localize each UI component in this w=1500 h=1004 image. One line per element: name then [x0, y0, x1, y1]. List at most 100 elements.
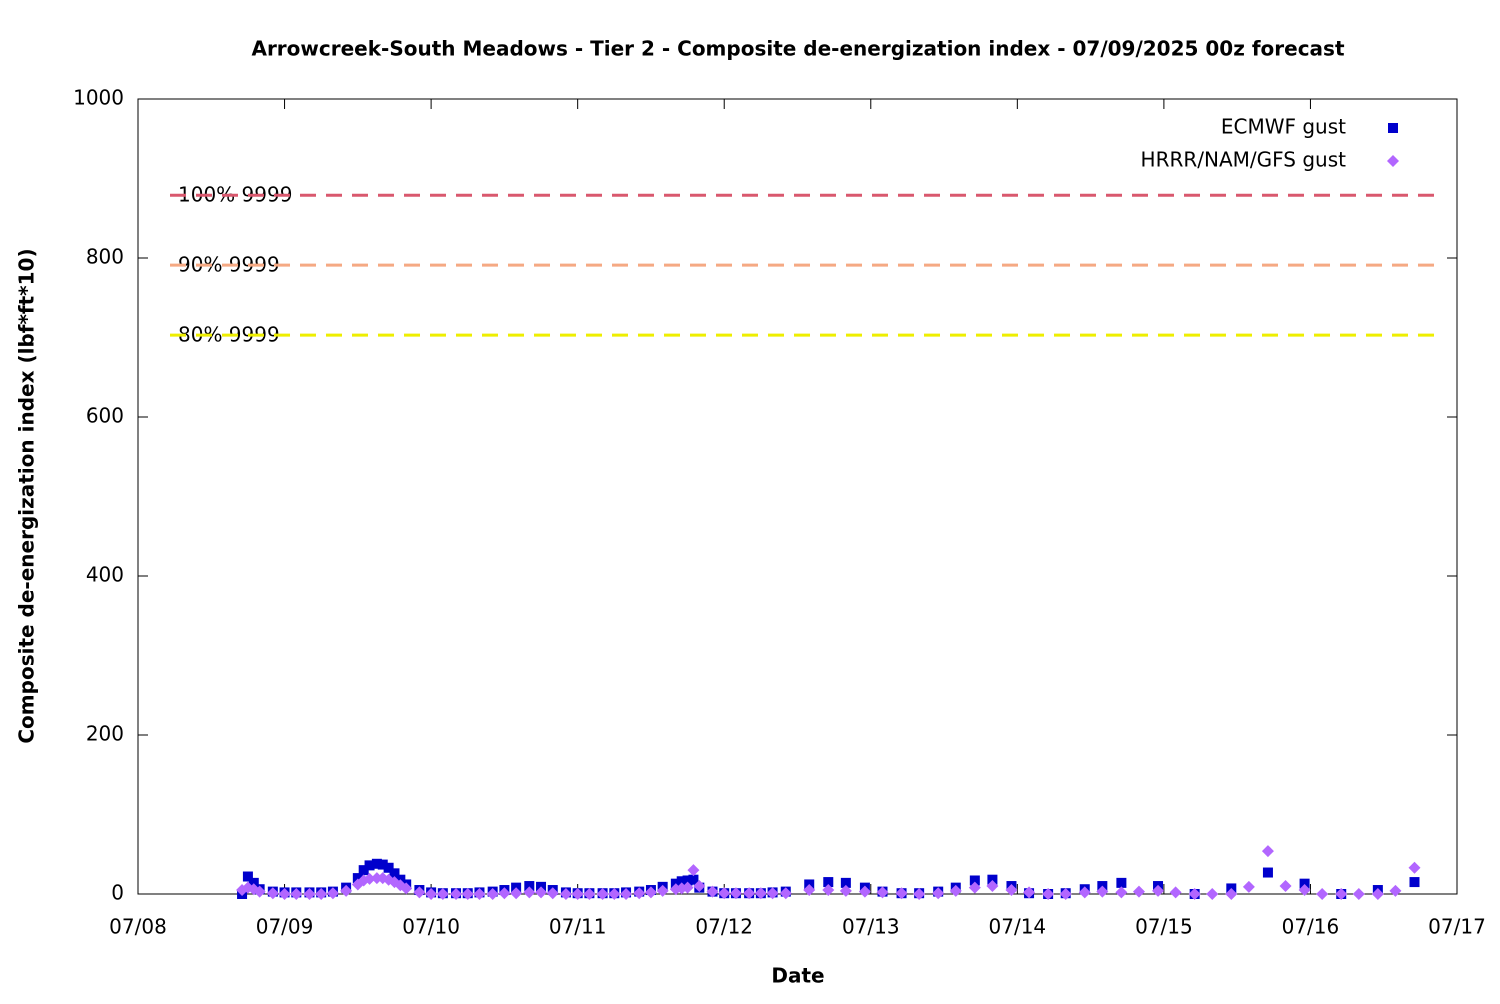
- y-tick-label: 1000: [73, 86, 124, 110]
- data-point: [571, 888, 584, 900]
- data-point: [559, 888, 572, 900]
- data-point: [876, 886, 889, 899]
- y-tick-label: 400: [86, 563, 124, 587]
- data-point: [687, 864, 700, 877]
- x-tick-label: 07/12: [695, 915, 753, 939]
- data-point: [461, 888, 474, 900]
- data-point: [1023, 886, 1036, 899]
- data-point: [290, 888, 303, 900]
- data-point: [498, 887, 511, 900]
- data-point: [383, 862, 394, 873]
- legend-label: ECMWF gust: [1221, 115, 1346, 139]
- data-point: [326, 887, 339, 900]
- data-point: [363, 872, 376, 885]
- data-point: [620, 888, 633, 900]
- data-point: [1188, 888, 1201, 900]
- data-point: [1409, 877, 1420, 888]
- data-point: [858, 885, 871, 898]
- data-point: [1242, 880, 1255, 893]
- data-point: [987, 874, 998, 885]
- x-tick-label: 07/11: [549, 915, 607, 939]
- data-point: [247, 883, 260, 896]
- data-point: [253, 885, 266, 898]
- x-tick-label: 07/16: [1282, 915, 1340, 939]
- data-point: [524, 881, 535, 892]
- data-point: [1169, 886, 1182, 899]
- data-point: [425, 888, 438, 900]
- data-point: [779, 887, 792, 900]
- data-point: [656, 884, 669, 897]
- data-point: [969, 875, 980, 886]
- data-point: [371, 858, 382, 869]
- legend-marker: [1388, 123, 1398, 133]
- data-point: [766, 887, 779, 900]
- data-point: [1132, 885, 1145, 898]
- data-point: [1225, 888, 1238, 900]
- data-point: [510, 887, 523, 900]
- y-tick-label: 600: [86, 404, 124, 428]
- data-point: [608, 888, 621, 900]
- chart-title: Arrowcreek-South Meadows - Tier 2 - Comp…: [251, 37, 1344, 61]
- data-point: [1059, 888, 1072, 900]
- data-point: [803, 884, 816, 897]
- data-point: [535, 886, 548, 899]
- data-point: [1262, 867, 1273, 878]
- data-point: [1316, 888, 1329, 900]
- data-point: [1408, 861, 1421, 874]
- data-point: [1116, 877, 1127, 888]
- y-tick-label: 200: [86, 722, 124, 746]
- data-point: [1005, 884, 1018, 897]
- data-point: [682, 875, 693, 886]
- plot-frame: [137, 98, 1458, 895]
- data-point: [822, 884, 835, 897]
- data-point: [1335, 888, 1348, 900]
- data-point: [1115, 886, 1128, 899]
- data-point: [413, 886, 426, 899]
- data-point: [352, 873, 363, 884]
- data-point: [1298, 884, 1311, 897]
- x-tick-label: 07/13: [842, 915, 900, 939]
- data-point: [913, 888, 926, 900]
- data-point: [450, 888, 463, 900]
- x-tick-label: 07/09: [256, 915, 314, 939]
- data-point: [1299, 878, 1310, 889]
- data-point: [583, 888, 596, 900]
- data-point: [688, 874, 699, 885]
- y-tick-label: 800: [86, 245, 124, 269]
- data-point: [436, 888, 449, 900]
- data-point: [1152, 884, 1165, 897]
- data-point: [242, 871, 253, 882]
- data-point: [1279, 880, 1292, 893]
- data-point: [523, 886, 536, 899]
- y-axis-title: Composite de-energization index (lbf*ft*…: [15, 248, 39, 743]
- data-point: [596, 888, 609, 900]
- y-tick-label: 0: [111, 881, 124, 905]
- data-point: [693, 880, 706, 893]
- data-point: [754, 887, 767, 900]
- data-point: [676, 876, 687, 887]
- data-point: [1371, 888, 1384, 900]
- data-point: [681, 881, 694, 894]
- data-point: [729, 887, 742, 900]
- data-point: [823, 877, 834, 888]
- data-point: [266, 887, 279, 900]
- data-point: [1261, 845, 1274, 858]
- data-point: [743, 887, 756, 900]
- data-point: [633, 887, 646, 900]
- data-point: [1042, 888, 1055, 900]
- data-point: [303, 888, 316, 900]
- data-point: [546, 887, 559, 900]
- data-point: [895, 887, 908, 900]
- data-point: [248, 877, 259, 888]
- data-point: [839, 884, 852, 897]
- data-point: [315, 888, 328, 900]
- data-point: [706, 885, 719, 898]
- legend-marker: [1387, 155, 1399, 167]
- data-point: [278, 888, 291, 900]
- data-point: [358, 865, 369, 876]
- x-tick-label: 07/10: [402, 915, 460, 939]
- data-point: [644, 886, 657, 899]
- data-point: [949, 884, 962, 897]
